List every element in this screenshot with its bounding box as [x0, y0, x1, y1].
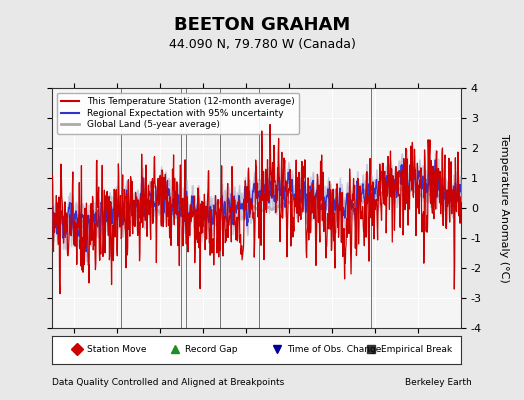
Legend: This Temperature Station (12-month average), Regional Expectation with 95% uncer: This Temperature Station (12-month avera…: [57, 92, 299, 134]
Text: Record Gap: Record Gap: [185, 345, 238, 354]
Text: Berkeley Earth: Berkeley Earth: [405, 378, 472, 387]
Text: Empirical Break: Empirical Break: [381, 345, 453, 354]
Text: 44.090 N, 79.780 W (Canada): 44.090 N, 79.780 W (Canada): [169, 38, 355, 51]
Text: Time of Obs. Change: Time of Obs. Change: [288, 345, 382, 354]
Text: Data Quality Controlled and Aligned at Breakpoints: Data Quality Controlled and Aligned at B…: [52, 378, 285, 387]
Text: BEETON GRAHAM: BEETON GRAHAM: [174, 16, 350, 34]
Text: Station Move: Station Move: [87, 345, 147, 354]
Y-axis label: Temperature Anomaly (°C): Temperature Anomaly (°C): [499, 134, 509, 282]
